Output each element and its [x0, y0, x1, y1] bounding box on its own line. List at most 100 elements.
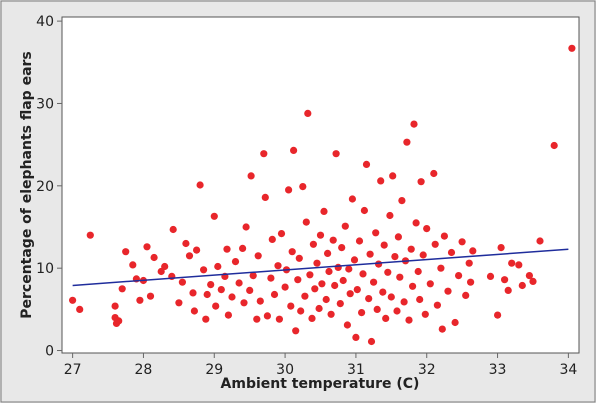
data-point	[366, 250, 374, 258]
data-point	[256, 297, 264, 305]
data-point	[242, 223, 250, 231]
data-point	[394, 233, 402, 241]
data-point	[375, 260, 383, 268]
data-point	[407, 245, 415, 253]
data-point	[455, 272, 463, 280]
data-point	[469, 247, 477, 255]
data-point	[316, 231, 325, 239]
data-point	[157, 267, 165, 276]
data-point	[223, 245, 231, 253]
data-point	[497, 244, 505, 252]
data-point	[423, 225, 431, 233]
data-point	[536, 237, 544, 245]
data-point	[437, 264, 445, 272]
data-point	[430, 169, 438, 178]
data-point	[118, 285, 126, 293]
data-point	[334, 263, 342, 271]
data-point	[277, 230, 286, 238]
x-axis: 27 28 29 30 31 32 33 34	[64, 353, 577, 378]
data-point	[414, 267, 422, 276]
data-point	[419, 251, 427, 259]
data-point	[182, 239, 190, 248]
data-point	[331, 281, 339, 290]
data-point	[254, 252, 262, 260]
data-point	[324, 249, 332, 257]
data-point	[416, 295, 424, 304]
data-point	[467, 278, 475, 286]
data-point	[295, 254, 303, 262]
data-point	[185, 252, 194, 260]
x-tick-label: 32	[418, 362, 436, 378]
x-tick-label: 27	[64, 362, 82, 378]
x-tick-label: 30	[276, 362, 294, 378]
data-point	[438, 325, 446, 333]
data-point	[231, 258, 240, 266]
data-point	[253, 315, 261, 323]
data-point	[270, 290, 279, 299]
data-point	[161, 262, 169, 271]
data-point	[203, 290, 211, 299]
data-point	[150, 253, 158, 262]
data-point	[403, 138, 411, 146]
data-point	[304, 109, 312, 117]
data-point	[377, 177, 385, 185]
data-point	[400, 298, 408, 306]
data-point	[409, 282, 417, 290]
data-point	[380, 241, 388, 249]
data-point	[69, 296, 77, 304]
y-tick-label: 40	[36, 14, 54, 30]
data-point	[294, 276, 302, 284]
data-point	[301, 292, 309, 300]
data-point	[387, 293, 395, 301]
data-point	[398, 197, 406, 205]
data-point	[352, 333, 360, 341]
data-point	[529, 277, 537, 285]
x-tick-label: 31	[347, 362, 365, 378]
data-point	[389, 172, 397, 180]
data-point	[515, 261, 523, 269]
data-point	[322, 295, 330, 304]
data-point	[325, 267, 333, 276]
data-point	[362, 160, 371, 168]
data-point	[410, 120, 418, 128]
data-point	[297, 307, 305, 315]
data-point	[315, 304, 323, 313]
data-point	[339, 276, 347, 285]
data-point	[341, 222, 349, 230]
x-tick-label: 34	[559, 362, 577, 378]
data-point	[345, 265, 353, 273]
data-point	[299, 183, 307, 191]
data-point	[393, 307, 401, 315]
data-point	[350, 256, 359, 264]
data-point	[365, 295, 373, 303]
data-point	[373, 305, 381, 313]
data-point	[235, 279, 243, 287]
data-point	[302, 218, 310, 226]
data-point	[175, 299, 183, 307]
data-point	[267, 274, 275, 282]
data-point	[396, 273, 404, 281]
data-point	[281, 283, 289, 291]
data-point	[348, 195, 356, 203]
data-point	[260, 150, 268, 158]
x-axis-title: Ambient temperature (C)	[221, 376, 420, 392]
data-point	[525, 272, 534, 280]
data-point	[169, 225, 177, 234]
data-point	[306, 271, 314, 279]
data-point	[360, 206, 368, 215]
data-point	[431, 240, 439, 248]
data-point	[329, 236, 337, 244]
data-point	[508, 259, 516, 267]
data-point	[421, 310, 429, 318]
data-point	[217, 286, 225, 294]
data-point	[246, 286, 254, 294]
data-point	[417, 178, 425, 186]
x-tick-label: 28	[135, 362, 153, 378]
data-point	[494, 311, 502, 319]
data-point	[239, 244, 247, 252]
data-point	[405, 316, 413, 324]
data-point	[224, 311, 232, 319]
